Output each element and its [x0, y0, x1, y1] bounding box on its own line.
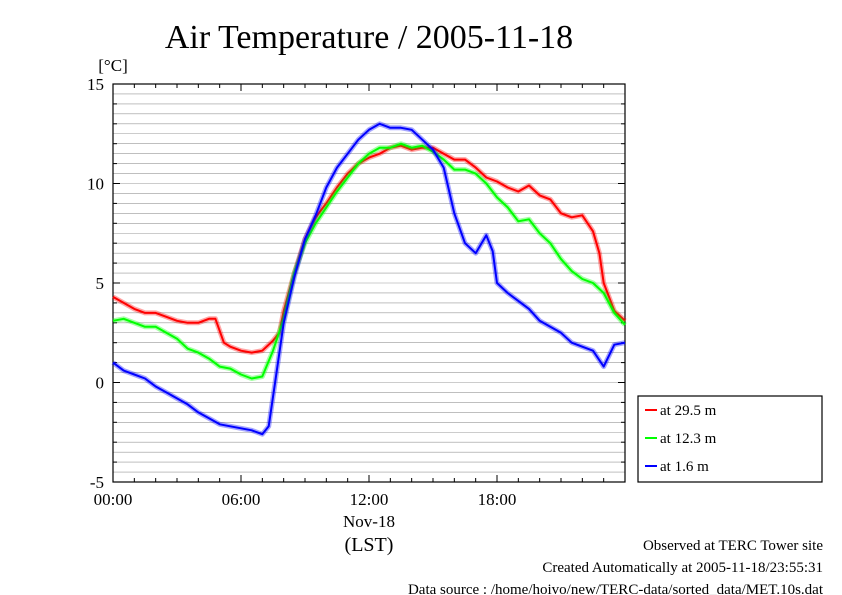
axis-ticks: 00:00 06:00 12:00 18:00 -5 0 5 10 15	[87, 75, 626, 509]
y-tick-label: 5	[96, 274, 105, 293]
series-line-1	[112, 144, 626, 354]
legend-box	[637, 395, 823, 483]
x-tick-label: 06:00	[222, 490, 261, 509]
y-tick-label: 10	[87, 175, 104, 194]
x-tick-label: 00:00	[94, 490, 133, 509]
y-tick-label: -5	[90, 473, 104, 492]
legend-label: at 29.5 m	[660, 403, 717, 419]
series-line-2	[112, 142, 626, 380]
series-lines	[111, 121, 627, 437]
series-band-3	[111, 121, 626, 437]
x-axis-label: (LST)	[345, 534, 394, 556]
x-date-label: Nov-18	[343, 512, 395, 531]
chart-title: Air Temperature / 2005-11-18	[165, 19, 573, 56]
footer-created: Created Automatically at 2005-11-18/23:5…	[542, 560, 823, 576]
footer-site: Observed at TERC Tower site	[643, 538, 823, 554]
x-tick-label: 18:00	[478, 490, 517, 509]
grid-lines	[113, 93, 625, 473]
legend: at 29.5 m at 12.3 m at 1.6 m	[637, 395, 823, 483]
series-line-3	[112, 122, 626, 436]
footer-source: Data source : /home/hoivo/new/TERC-data/…	[408, 582, 824, 595]
legend-label: at 12.3 m	[660, 431, 717, 447]
y-axis-unit: [°C]	[98, 56, 127, 75]
y-tick-label: 0	[96, 374, 105, 393]
series-band-2	[112, 141, 627, 381]
series-band-1	[111, 143, 627, 356]
x-tick-label: 12:00	[350, 490, 389, 509]
legend-label: at 1.6 m	[660, 459, 709, 475]
y-tick-label: 15	[87, 75, 104, 94]
